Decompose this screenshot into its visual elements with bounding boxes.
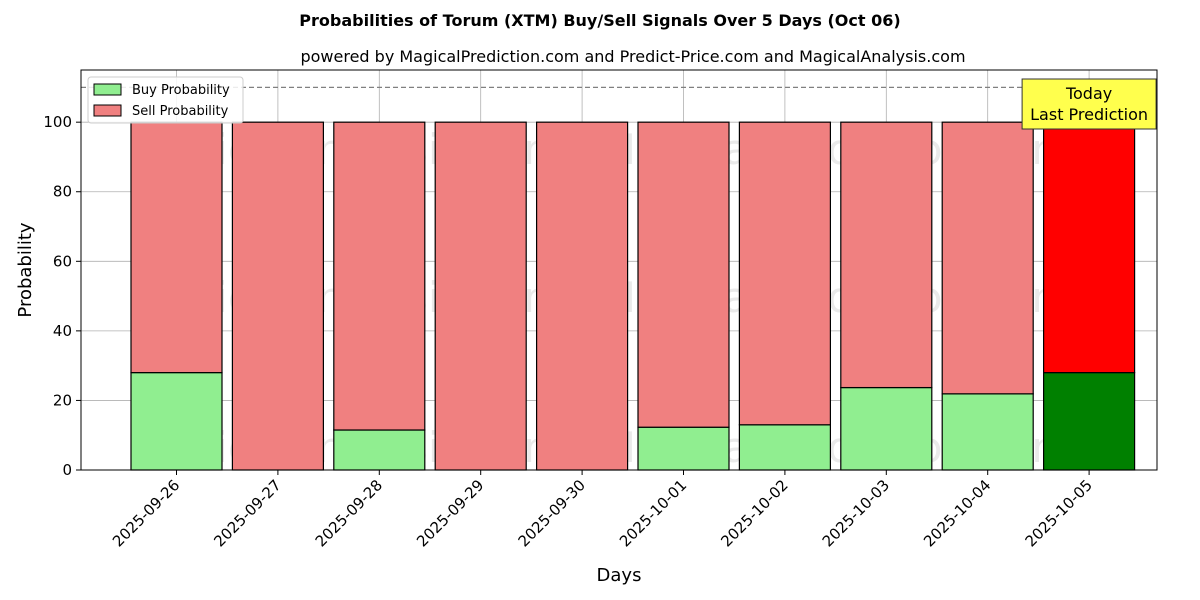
legend-box — [87, 76, 244, 124]
bar-buy — [130, 372, 223, 471]
bar-buy — [941, 393, 1034, 471]
x-tick-label: 2025-09-30 — [515, 476, 589, 550]
x-tick-label: 2025-09-27 — [210, 476, 284, 550]
bar-sell — [738, 121, 832, 426]
y-tick-label: 20 — [53, 391, 72, 409]
x-tick-label: 2025-09-29 — [413, 476, 487, 550]
bar-sell — [941, 121, 1034, 395]
today-annotation: Today Last Prediction — [1021, 78, 1157, 130]
x-tick-label: 2025-10-04 — [920, 476, 994, 550]
x-tick-label: 2025-10-01 — [616, 476, 690, 550]
bar-sell — [130, 121, 223, 374]
annotation-text: Last Prediction — [1030, 105, 1148, 124]
x-axis: 2025-09-26 2025-09-27 2025-09-28 2025-09-29… — [109, 470, 1096, 550]
x-axis-label: Days — [597, 565, 642, 586]
y-tick-label: 80 — [53, 183, 72, 201]
bar-sell — [840, 121, 933, 389]
legend-label: Buy Probability — [132, 83, 230, 98]
y-tick-label: 60 — [53, 252, 72, 270]
legend: Buy Probability Sell Probability — [87, 76, 244, 124]
y-tick-label: 40 — [53, 322, 72, 340]
bar-buy — [333, 429, 426, 471]
legend-swatch — [93, 83, 122, 96]
x-tick-label: 2025-09-28 — [312, 476, 386, 550]
bar-sell — [1042, 121, 1136, 374]
x-tick-label: 2025-10-05 — [1022, 476, 1096, 550]
bar-buy — [840, 386, 933, 471]
bar-sell — [434, 121, 527, 471]
legend-label: Sell Probability — [132, 104, 229, 119]
x-tick-label: 2025-09-26 — [109, 476, 183, 550]
legend-swatch — [93, 104, 122, 117]
y-tick-label: 0 — [62, 461, 72, 479]
y-axis-label: Probability — [15, 222, 36, 317]
bar-sell — [535, 121, 629, 471]
bar-buy — [1042, 372, 1136, 471]
bar-sell — [333, 121, 426, 431]
x-tick-label: 2025-10-03 — [819, 476, 893, 550]
annotation-box — [1021, 78, 1157, 130]
annotation-text: Today — [1065, 84, 1112, 103]
bar-sell — [231, 121, 324, 471]
bar-buy — [637, 426, 730, 471]
chart-subtitle: powered by MagicalPrediction.com and Pre… — [300, 47, 965, 66]
chart-title: Probabilities of Torum (XTM) Buy/Sell Si… — [299, 11, 900, 30]
plot-frame — [80, 69, 1158, 471]
bar-buy — [738, 424, 832, 471]
bar-sell — [637, 121, 730, 428]
x-tick-label: 2025-10-02 — [717, 476, 791, 550]
bars — [130, 121, 1136, 471]
y-axis: 0 20 40 60 80 100 — [43, 113, 81, 479]
y-tick-label: 100 — [43, 113, 72, 131]
